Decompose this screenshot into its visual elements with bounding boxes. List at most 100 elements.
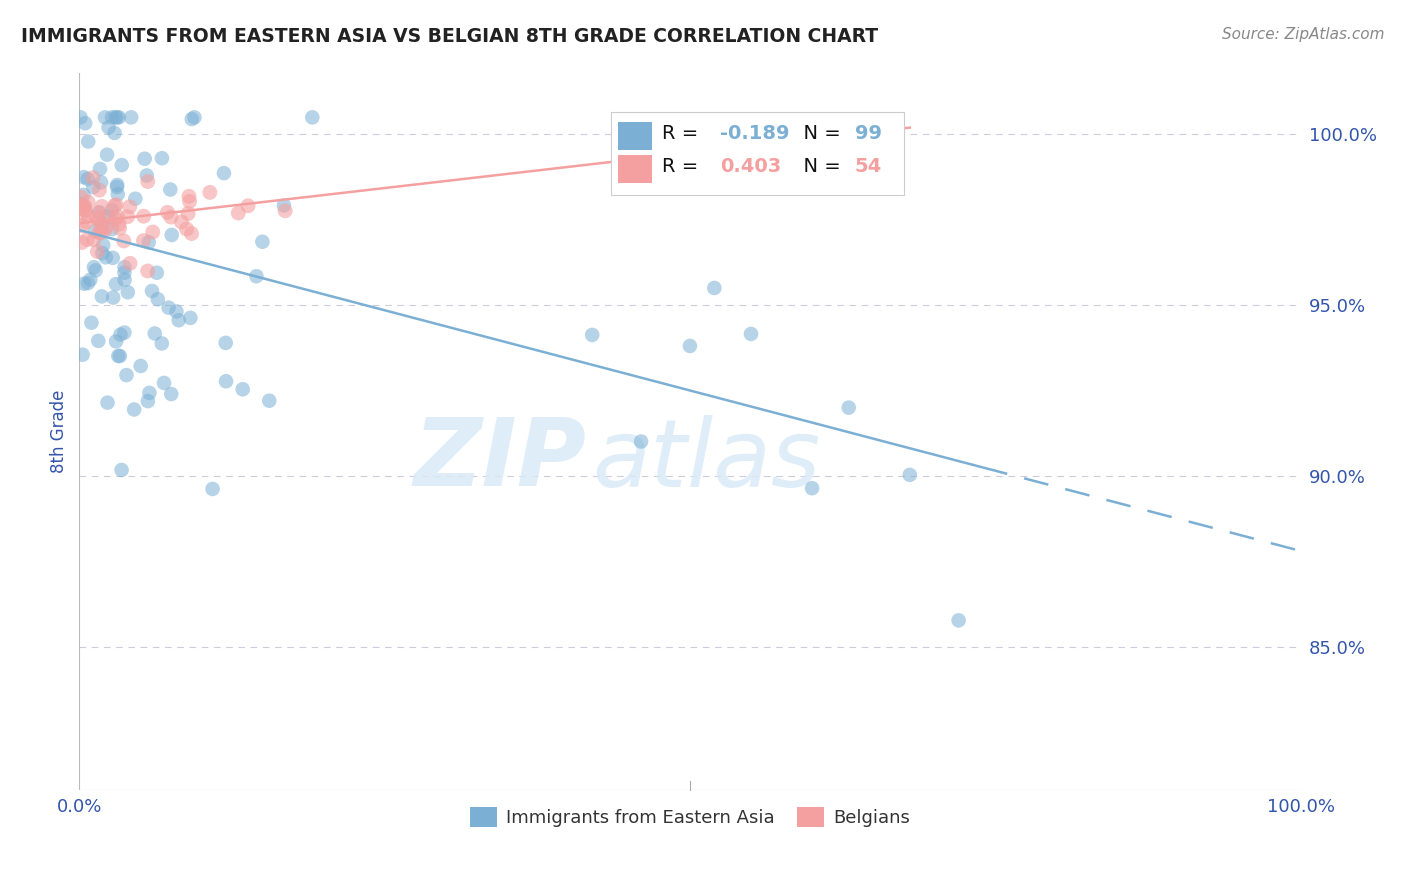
Point [165, 304, 187, 318]
Point [73, 199, 96, 213]
Point [103, 199, 125, 213]
Point [70, 199, 93, 213]
Point [108, 217, 131, 231]
Point [107, 210, 129, 224]
Point [77, 135, 100, 149]
Point [70, 202, 93, 217]
Point [75, 215, 97, 229]
Point [72, 219, 94, 233]
Point [87, 206, 110, 220]
Point [740, 326, 762, 341]
Point [90, 289, 112, 303]
Point [114, 260, 136, 275]
Point [90, 216, 112, 230]
Point [91, 238, 114, 252]
Point [180, 227, 202, 241]
Point [73, 277, 96, 291]
Point [114, 273, 136, 287]
Point [301, 111, 323, 125]
Point [83, 233, 105, 247]
Point [167, 313, 190, 327]
Point [630, 434, 652, 449]
Point [76, 172, 98, 186]
Point [122, 402, 145, 417]
Point [156, 205, 179, 219]
Point [142, 225, 165, 239]
Point [82, 180, 104, 194]
Text: IMMIGRANTS FROM EASTERN ASIA VS BELGIAN 8TH GRADE CORRELATION CHART: IMMIGRANTS FROM EASTERN ASIA VS BELGIAN … [21, 27, 879, 45]
Point [87, 205, 110, 219]
Point [105, 180, 128, 194]
Point [124, 192, 146, 206]
Point [117, 210, 139, 224]
Point [150, 336, 173, 351]
Point [153, 376, 176, 390]
Point [177, 206, 200, 220]
Point [76, 232, 98, 246]
Point [86, 244, 108, 259]
Point [90, 219, 112, 234]
Point [73, 202, 96, 217]
Point [90, 199, 112, 213]
Point [129, 359, 152, 373]
Point [105, 198, 128, 212]
Point [183, 111, 205, 125]
Point [136, 264, 159, 278]
Point [94, 250, 117, 264]
Point [215, 335, 238, 350]
Point [160, 210, 183, 224]
Point [150, 151, 173, 165]
Point [898, 467, 921, 482]
Point [97, 210, 120, 224]
Point [70, 235, 93, 250]
Point [117, 285, 139, 300]
Point [170, 215, 193, 229]
Point [252, 235, 274, 249]
Point [105, 334, 128, 349]
Point [212, 166, 235, 180]
Point [91, 246, 114, 260]
Point [201, 482, 224, 496]
Point [703, 281, 725, 295]
Point [101, 111, 124, 125]
Point [76, 209, 98, 223]
Point [273, 198, 295, 212]
Point [84, 224, 107, 238]
Point [101, 203, 124, 218]
Point [581, 327, 603, 342]
Point [160, 387, 183, 401]
Point [80, 316, 103, 330]
Point [118, 256, 141, 270]
Point [108, 349, 131, 363]
Point [138, 235, 160, 250]
Point [79, 273, 101, 287]
Text: R =: R = [662, 157, 704, 177]
Point [120, 111, 142, 125]
Point [176, 222, 198, 236]
Point [105, 277, 128, 291]
Point [69, 197, 91, 211]
Point [108, 221, 131, 235]
Point [107, 187, 129, 202]
Point [87, 334, 110, 348]
Point [103, 126, 125, 140]
Point [180, 112, 202, 126]
Point [132, 209, 155, 223]
Text: Source: ZipAtlas.com: Source: ZipAtlas.com [1222, 27, 1385, 42]
Point [104, 111, 127, 125]
Point [232, 382, 254, 396]
Point [157, 301, 180, 315]
Point [132, 234, 155, 248]
Point [75, 203, 97, 218]
Point [111, 158, 134, 172]
Point [87, 226, 110, 240]
Point [108, 111, 131, 125]
Point [115, 368, 138, 383]
Point [141, 284, 163, 298]
Text: N =: N = [792, 124, 848, 144]
Point [73, 199, 96, 213]
Y-axis label: 8th Grade: 8th Grade [51, 390, 67, 473]
Point [259, 393, 281, 408]
Point [77, 194, 100, 209]
Point [75, 116, 97, 130]
